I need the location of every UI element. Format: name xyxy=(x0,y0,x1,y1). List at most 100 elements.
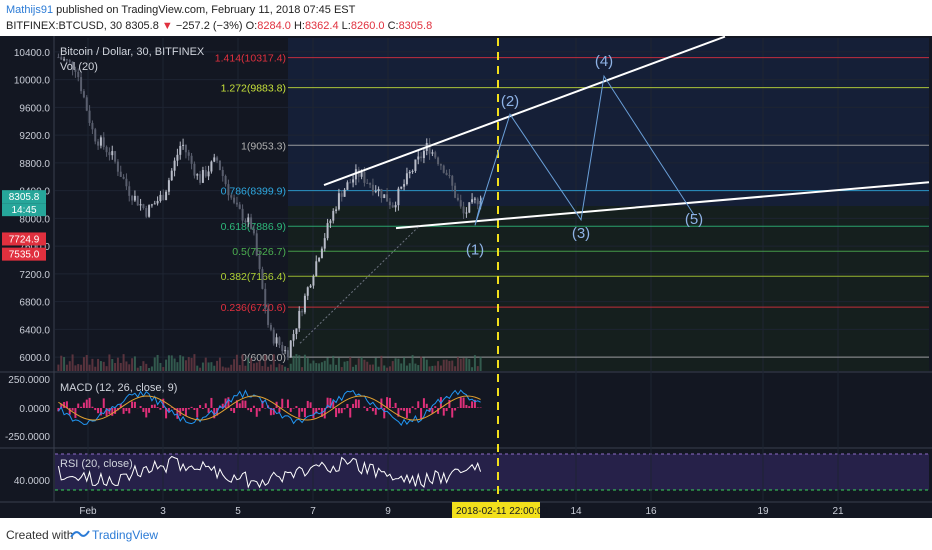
macd-hist-79 xyxy=(281,398,284,408)
candle-body-56 xyxy=(216,157,219,161)
trend-dotted-line xyxy=(299,224,421,344)
volume-bar-102 xyxy=(346,361,349,371)
macd-hist-62 xyxy=(233,408,236,413)
macd-hist-2 xyxy=(63,402,66,408)
author-link[interactable]: Mathijs91 xyxy=(6,4,54,16)
macd-hist-75 xyxy=(269,408,272,416)
volume-bar-29 xyxy=(139,365,142,371)
candle-body-91 xyxy=(315,261,318,277)
candle-body-99 xyxy=(337,193,340,210)
macd-hist-87 xyxy=(303,408,306,418)
macd-hist-17 xyxy=(105,408,108,417)
volume-bar-111 xyxy=(371,364,374,371)
candle-body-53 xyxy=(207,171,210,177)
candle-body-25 xyxy=(128,186,131,196)
candle-body-145 xyxy=(468,202,471,213)
x-tick-label-6: 16 xyxy=(645,506,657,517)
volume-bar-40 xyxy=(170,355,173,371)
volume-bar-47 xyxy=(190,357,193,371)
rsi-title: RSI (20, close) xyxy=(60,458,133,470)
candle-body-109 xyxy=(366,182,369,184)
volume-bar-141 xyxy=(456,356,459,371)
open-label: O: xyxy=(245,20,258,32)
macd-hist-142 xyxy=(459,397,462,408)
tradingview-brand-link[interactable]: TradingView xyxy=(92,528,159,542)
volume-bar-66 xyxy=(244,365,247,371)
price-tag-bg-2 xyxy=(2,232,46,246)
candle-body-29 xyxy=(139,204,142,206)
macd-hist-106 xyxy=(357,399,360,408)
candle-body-52 xyxy=(204,170,207,177)
volume-bar-133 xyxy=(434,365,437,371)
macd-hist-10 xyxy=(85,399,88,408)
macd-tick-0: 250.0000 xyxy=(8,375,50,386)
y-tick-label-2: 9600.0 xyxy=(19,103,50,114)
macd-hist-84 xyxy=(295,405,298,408)
macd-hist-65 xyxy=(241,400,244,408)
chart-header: Mathijs91 published on TradingView.com, … xyxy=(0,0,932,36)
candle-body-12 xyxy=(91,122,94,130)
candle-body-115 xyxy=(383,194,386,199)
candle-body-55 xyxy=(213,157,216,162)
macd-hist-127 xyxy=(417,401,420,408)
candle-body-142 xyxy=(459,200,462,207)
macd-hist-101 xyxy=(343,408,346,410)
volume-bar-132 xyxy=(431,365,434,371)
chart-canvas[interactable]: 1.414(10317.4) 1.272(9883.8) 1(9053.3) 0.78… xyxy=(0,35,932,518)
macd-hist-103 xyxy=(349,408,352,418)
candle-body-88 xyxy=(306,287,309,296)
candle-body-67 xyxy=(247,217,250,223)
macd-hist-115 xyxy=(383,408,386,419)
volume-bar-84 xyxy=(295,354,298,371)
candle-body-129 xyxy=(422,150,425,159)
volume-bar-16 xyxy=(102,361,105,371)
volume-bar-17 xyxy=(105,366,108,371)
macd-hist-66 xyxy=(244,400,247,408)
candle-body-48 xyxy=(193,163,196,176)
rsi-line xyxy=(57,455,482,489)
candle-body-80 xyxy=(284,350,287,352)
volume-bar-55 xyxy=(213,365,216,371)
close-label: C: xyxy=(387,20,399,32)
volume-bar-53 xyxy=(207,362,210,371)
candle-body-1 xyxy=(60,57,63,60)
volume-bar-129 xyxy=(422,357,425,371)
volume-bar-136 xyxy=(442,359,445,371)
volume-bar-118 xyxy=(391,361,394,371)
macd-hist-13 xyxy=(94,408,97,411)
volume-bar-140 xyxy=(454,366,457,371)
macd-hist-125 xyxy=(411,406,414,408)
candle-body-92 xyxy=(318,257,321,262)
macd-hist-26 xyxy=(131,401,134,408)
macd-hist-137 xyxy=(445,408,448,412)
macd-hist-126 xyxy=(414,408,417,410)
macd-hist-19 xyxy=(111,408,114,416)
main-chart-title: Bitcoin / Dollar, 30, BITFINEX xyxy=(60,46,205,58)
candle-body-125 xyxy=(411,170,414,172)
volume-bar-45 xyxy=(184,360,187,371)
volume-bar-113 xyxy=(377,366,380,371)
candle-body-136 xyxy=(442,165,445,173)
macd-hist-122 xyxy=(403,408,406,411)
candle-body-83 xyxy=(292,334,295,341)
volume-bar-23 xyxy=(122,354,125,371)
volume-bar-78 xyxy=(278,363,281,371)
candle-body-95 xyxy=(326,223,329,239)
footer: Created with TradingView xyxy=(0,518,932,550)
volume-bar-63 xyxy=(235,354,238,371)
candle-body-32 xyxy=(148,205,151,217)
volume-bar-147 xyxy=(473,355,476,371)
volume-bar-43 xyxy=(179,355,182,371)
volume-bar-121 xyxy=(400,363,403,371)
candle-body-45 xyxy=(184,144,187,153)
candle-body-15 xyxy=(99,137,102,146)
candle-body-23 xyxy=(122,176,125,179)
macd-hist-145 xyxy=(468,406,471,408)
volume-bar-68 xyxy=(250,358,253,371)
volume-bar-33 xyxy=(150,366,153,371)
candle-body-111 xyxy=(371,184,374,192)
candle-body-81 xyxy=(286,350,289,358)
macd-hist-116 xyxy=(386,397,389,408)
candle-body-69 xyxy=(252,228,255,234)
volume-bar-7 xyxy=(77,364,80,371)
